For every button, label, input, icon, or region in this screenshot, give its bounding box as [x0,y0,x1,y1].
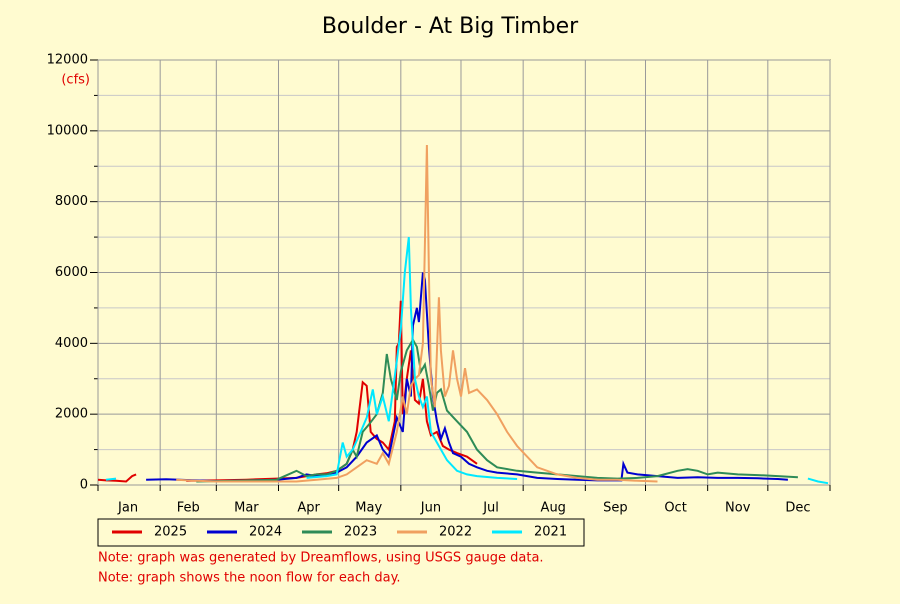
x-tick-label: Feb [177,501,200,516]
x-tick-label: Oct [664,501,686,516]
x-tick-label: May [355,501,382,516]
x-tick-label: Jan [117,501,138,516]
x-tick-label: Jun [420,501,441,516]
series-line [196,337,798,483]
y-tick-label: 0 [80,478,88,493]
y-tick-label: 8000 [55,194,88,209]
legend [97,518,585,547]
y-tick-label: 4000 [55,336,88,351]
x-tick-label: Aug [541,501,566,516]
note: Note: graph was generated by Dreamflows,… [98,551,544,566]
legend-label: 2024 [249,525,282,540]
chart-title: Boulder - At Big Timber [322,14,579,39]
y-tick-label: 12000 [47,53,88,68]
series-line [146,272,788,483]
legend-label: 2023 [344,525,377,540]
series-line [105,236,829,485]
legend-label: 2025 [154,525,187,540]
y-unit: (cfs) [61,73,90,88]
y-tick-label: 10000 [47,123,88,138]
series-line [176,144,658,483]
x-tick-label: Dec [785,501,810,516]
x-tick-label: Sep [603,501,628,516]
note: Note: graph shows the noon flow for each… [98,571,401,586]
x-tick-label: Apr [297,501,320,516]
legend-label: 2021 [534,525,567,540]
x-tick-label: Nov [725,501,751,516]
x-tick-label: Mar [234,501,259,516]
y-tick-label: 6000 [55,265,88,280]
y-tick-label: 2000 [55,407,88,422]
legend-label: 2022 [439,525,472,540]
x-tick-label: Jul [482,501,499,516]
